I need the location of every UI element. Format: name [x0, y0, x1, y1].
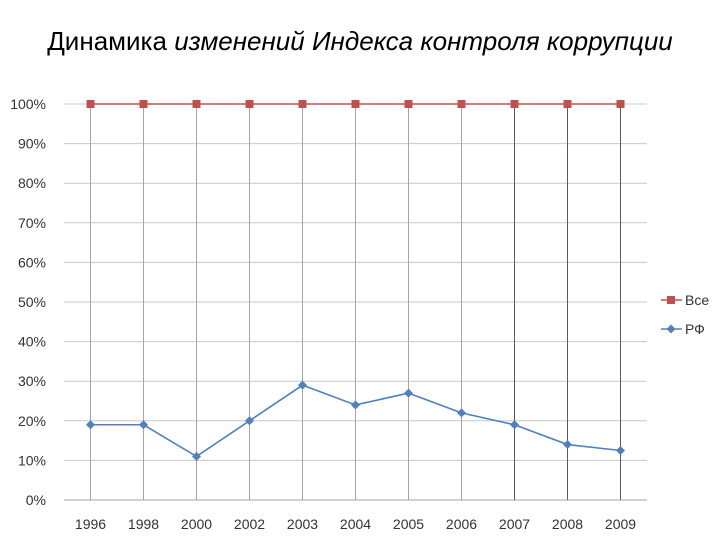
data-point-all [192, 100, 201, 108]
data-point-rf [298, 380, 307, 390]
data-point-rf [245, 416, 254, 426]
x-tick-label: 2003 [287, 516, 318, 532]
data-point-rf [457, 408, 466, 418]
y-axis: 0% 10% 20% 30% 40% 50% 60% 70% 80% 90% 100% [10, 96, 46, 508]
x-tick-label: 2002 [234, 516, 265, 532]
data-point-all [616, 100, 625, 108]
data-point-rf [510, 420, 519, 430]
data-point-all [86, 100, 95, 108]
data-point-rf [563, 440, 572, 450]
legend-label-all: Все [685, 292, 709, 308]
data-point-rf [351, 400, 360, 410]
x-tick-label: 2000 [181, 516, 212, 532]
title-plain: Динамика [47, 26, 175, 56]
data-point-all [351, 100, 360, 108]
y-tick-label: 10% [18, 452, 46, 468]
data-point-all [457, 100, 466, 108]
x-tick-label: 1998 [128, 516, 159, 532]
data-point-all [404, 100, 413, 108]
x-tick-label: 2007 [499, 516, 530, 532]
data-point-all [298, 100, 307, 108]
x-tick-label: 2004 [340, 516, 371, 532]
data-point-all [245, 100, 254, 108]
legend: Все РФ [661, 292, 709, 337]
x-tick-label: 1996 [75, 516, 106, 532]
legend-marker-all [667, 296, 675, 304]
data-point-rf [404, 388, 413, 398]
y-tick-label: 70% [18, 215, 46, 231]
data-point-rf [192, 451, 201, 461]
slide-title: Динамика изменений Индекса контроля корр… [0, 26, 720, 57]
y-tick-label: 60% [18, 254, 46, 270]
legend-marker-rf [666, 324, 676, 334]
data-point-rf [86, 420, 95, 430]
x-tick-label: 2008 [552, 516, 583, 532]
series-layer [86, 100, 625, 461]
category-lines [90, 104, 621, 500]
x-axis: 1996 1998 2000 2002 2003 2004 2005 2006 2007 2008… [75, 516, 636, 532]
legend-label-rf: РФ [685, 321, 705, 337]
y-tick-label: 90% [18, 136, 46, 152]
y-tick-label: 80% [18, 175, 46, 191]
data-point-rf [139, 420, 148, 430]
y-tick-label: 20% [18, 413, 46, 429]
x-tick-label: 2006 [446, 516, 477, 532]
x-tick-label: 2005 [393, 516, 424, 532]
data-point-all [510, 100, 519, 108]
y-tick-label: 30% [18, 373, 46, 389]
title-italic: изменений Индекса контроля коррупции [174, 26, 673, 56]
x-tick-label: 2009 [605, 516, 636, 532]
y-tick-label: 100% [10, 96, 46, 112]
data-point-all [139, 100, 148, 108]
y-tick-label: 50% [18, 294, 46, 310]
data-point-rf [616, 446, 625, 455]
y-tick-label: 40% [18, 334, 46, 350]
data-point-all [563, 100, 572, 108]
y-tick-label: 0% [26, 492, 46, 508]
